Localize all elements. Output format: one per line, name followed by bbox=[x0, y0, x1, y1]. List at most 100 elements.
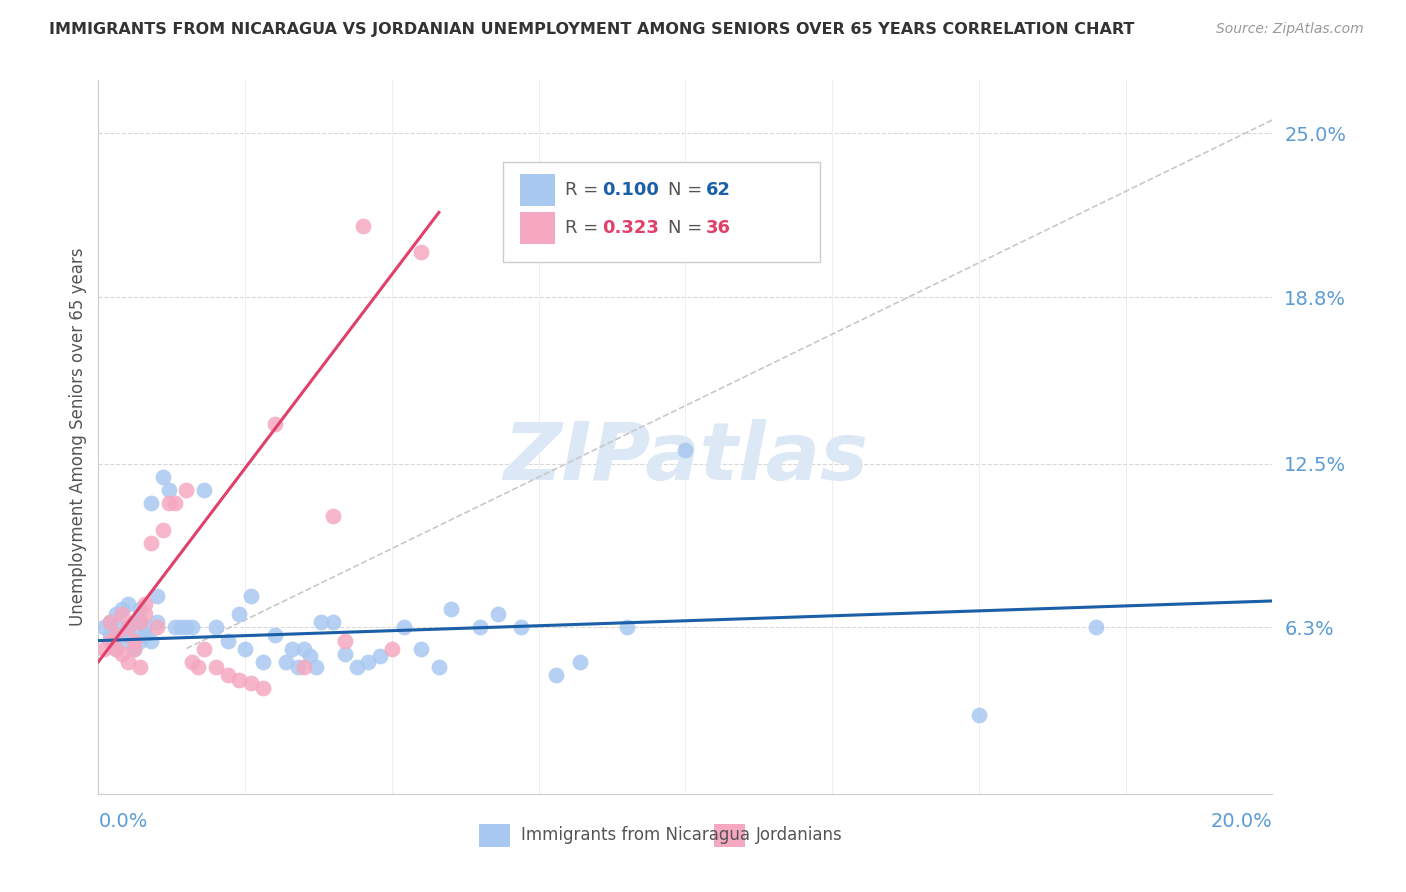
Point bbox=[117, 628, 139, 642]
Point bbox=[105, 607, 128, 622]
Point bbox=[311, 615, 333, 629]
Point bbox=[322, 509, 344, 524]
Point bbox=[152, 523, 174, 537]
Point bbox=[439, 602, 461, 616]
Text: 0.323: 0.323 bbox=[602, 219, 659, 237]
Point bbox=[616, 620, 638, 634]
Point bbox=[157, 483, 180, 497]
Point bbox=[298, 649, 321, 664]
Point bbox=[128, 602, 150, 616]
Point bbox=[228, 673, 250, 688]
Point bbox=[510, 620, 533, 634]
Point bbox=[411, 641, 433, 656]
Point bbox=[163, 496, 186, 510]
Point bbox=[411, 245, 433, 260]
Point bbox=[233, 641, 256, 656]
FancyBboxPatch shape bbox=[520, 175, 555, 206]
FancyBboxPatch shape bbox=[479, 824, 510, 847]
Text: Jordanians: Jordanians bbox=[756, 826, 842, 844]
Point bbox=[357, 655, 380, 669]
Point bbox=[322, 615, 344, 629]
Point bbox=[252, 681, 274, 695]
Point bbox=[287, 660, 309, 674]
Point bbox=[128, 633, 150, 648]
Point bbox=[217, 633, 239, 648]
Point bbox=[134, 597, 156, 611]
Point bbox=[352, 219, 374, 233]
Point bbox=[122, 615, 145, 629]
Point bbox=[98, 628, 121, 642]
Point bbox=[117, 620, 139, 634]
Text: 0.0%: 0.0% bbox=[98, 812, 148, 830]
Point bbox=[176, 483, 198, 497]
Point bbox=[187, 660, 209, 674]
Point bbox=[98, 633, 121, 648]
Point bbox=[568, 655, 591, 669]
Point bbox=[281, 641, 304, 656]
Point bbox=[128, 615, 150, 629]
Point bbox=[98, 615, 121, 629]
Point bbox=[93, 641, 115, 656]
Text: Source: ZipAtlas.com: Source: ZipAtlas.com bbox=[1216, 22, 1364, 37]
Point bbox=[128, 615, 150, 629]
FancyBboxPatch shape bbox=[714, 824, 745, 847]
Text: 36: 36 bbox=[706, 219, 730, 237]
Point bbox=[468, 620, 491, 634]
Point bbox=[134, 628, 156, 642]
Point bbox=[117, 655, 139, 669]
Point bbox=[105, 620, 128, 634]
Text: R =: R = bbox=[564, 219, 603, 237]
Point bbox=[111, 602, 134, 616]
Point bbox=[111, 633, 134, 648]
Point bbox=[122, 633, 145, 648]
Point bbox=[181, 655, 204, 669]
FancyBboxPatch shape bbox=[520, 212, 555, 244]
Text: 20.0%: 20.0% bbox=[1211, 812, 1272, 830]
Point bbox=[486, 607, 509, 622]
Point bbox=[111, 647, 134, 661]
Text: IMMIGRANTS FROM NICARAGUA VS JORDANIAN UNEMPLOYMENT AMONG SENIORS OVER 65 YEARS : IMMIGRANTS FROM NICARAGUA VS JORDANIAN U… bbox=[49, 22, 1135, 37]
Point bbox=[205, 620, 228, 634]
Point bbox=[141, 496, 163, 510]
Point bbox=[252, 655, 274, 669]
Point bbox=[217, 668, 239, 682]
Point bbox=[117, 620, 139, 634]
Point bbox=[292, 660, 315, 674]
Point bbox=[93, 620, 115, 634]
Point bbox=[427, 660, 450, 674]
Text: N =: N = bbox=[668, 219, 707, 237]
Point bbox=[169, 620, 191, 634]
Point bbox=[134, 607, 156, 622]
Point bbox=[276, 655, 298, 669]
Point bbox=[122, 641, 145, 656]
Text: N =: N = bbox=[668, 181, 707, 199]
Point bbox=[381, 641, 404, 656]
Point bbox=[240, 676, 263, 690]
Point bbox=[152, 469, 174, 483]
Point bbox=[333, 647, 356, 661]
Point bbox=[163, 620, 186, 634]
Point bbox=[205, 660, 228, 674]
Point bbox=[546, 668, 568, 682]
Point bbox=[141, 633, 163, 648]
Text: 0.100: 0.100 bbox=[602, 181, 659, 199]
Point bbox=[122, 641, 145, 656]
Text: ZIPatlas: ZIPatlas bbox=[503, 419, 868, 498]
Point bbox=[368, 649, 391, 664]
Point bbox=[263, 417, 285, 431]
Point bbox=[346, 660, 368, 674]
Point bbox=[292, 641, 315, 656]
Point bbox=[117, 597, 139, 611]
Point bbox=[675, 443, 697, 458]
Point bbox=[111, 607, 134, 622]
Point bbox=[141, 536, 163, 550]
Point bbox=[228, 607, 250, 622]
FancyBboxPatch shape bbox=[503, 162, 821, 262]
Point bbox=[105, 628, 128, 642]
Text: R =: R = bbox=[564, 181, 603, 199]
Point bbox=[105, 641, 128, 656]
Point bbox=[240, 589, 263, 603]
Point bbox=[146, 615, 169, 629]
Point bbox=[333, 633, 356, 648]
Point bbox=[392, 620, 415, 634]
